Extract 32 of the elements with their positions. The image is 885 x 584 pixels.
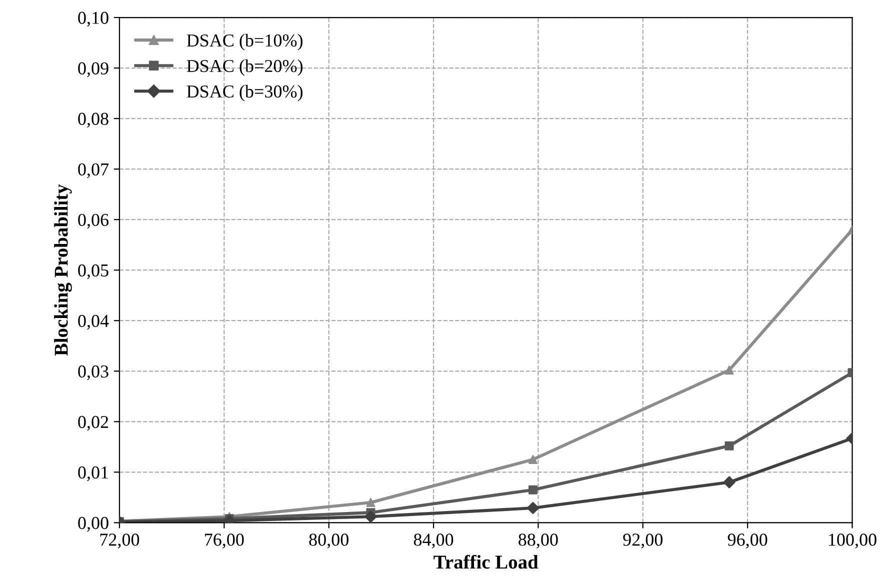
x-tick-label: 84,00 <box>414 534 454 548</box>
y-tick-label: 0,03 <box>78 365 108 380</box>
x-tick-label: 100,00 <box>829 534 876 548</box>
x-tick-label: 72,00 <box>100 534 140 548</box>
point <box>723 476 736 488</box>
point <box>724 441 734 450</box>
x-tick-label: 76,00 <box>205 534 244 548</box>
y-tick-label: 0,04 <box>78 314 109 330</box>
y-tick-label: 0,10 <box>78 12 108 27</box>
y-tick-label: 0,08 <box>78 112 108 128</box>
point <box>364 510 377 523</box>
point <box>366 498 376 507</box>
point <box>526 502 540 514</box>
point <box>528 455 538 464</box>
y-axis-title: Blocking Probability <box>54 184 72 356</box>
x-tick-label: 92,00 <box>623 534 663 548</box>
y-tick-label: 0,02 <box>78 416 108 431</box>
y-tick-label: 0,09 <box>78 62 108 78</box>
x-axis-title: Traffic Load <box>434 554 538 569</box>
y-tick-label: 0,00 <box>78 516 108 532</box>
point <box>724 366 734 375</box>
x-tick-label: 96,00 <box>728 534 768 548</box>
legend-label: DSAC (b=30%) <box>186 84 302 102</box>
y-tick-label: 0,01 <box>78 466 108 482</box>
point <box>528 485 538 494</box>
y-tick-label: 0,05 <box>78 264 108 280</box>
y-tick-label: 0,07 <box>78 163 109 178</box>
y-tick-label: 0,06 <box>78 214 109 229</box>
x-tick-label: 80,00 <box>309 534 348 548</box>
x-tick-label: 88,00 <box>518 534 558 548</box>
legend-label: DSAC (b=20%) <box>186 59 302 76</box>
legend-label: DSAC (b=10%) <box>186 34 302 50</box>
